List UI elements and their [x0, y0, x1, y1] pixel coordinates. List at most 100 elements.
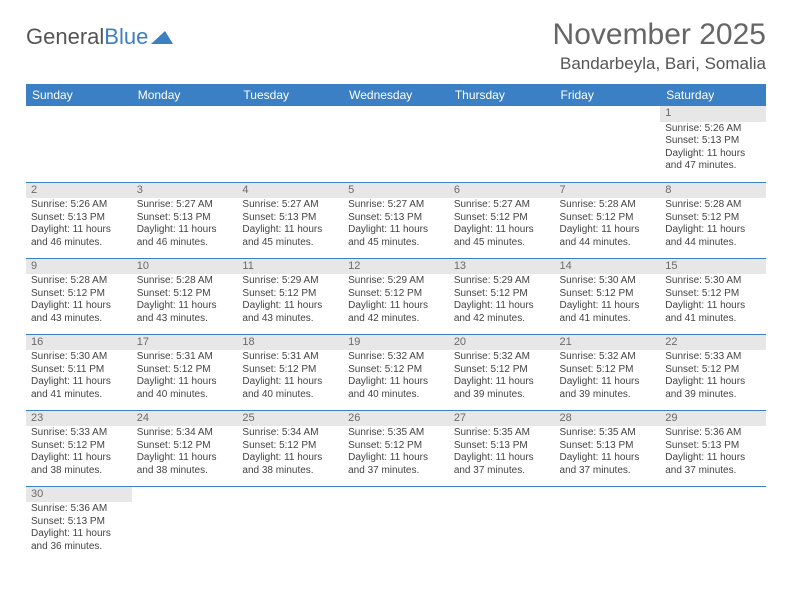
day-details: Sunrise: 5:28 AMSunset: 5:12 PMDaylight:…: [660, 198, 766, 252]
weekday-header: Thursday: [449, 84, 555, 106]
sunset-line: Sunset: 5:13 PM: [31, 212, 127, 225]
calendar-day-cell: 16Sunrise: 5:30 AMSunset: 5:11 PMDayligh…: [26, 334, 132, 410]
sunset-line: Sunset: 5:12 PM: [242, 288, 338, 301]
daylight-line: Daylight: 11 hours and 37 minutes.: [560, 452, 656, 477]
day-number: 30: [26, 487, 132, 503]
calendar-day-cell: [555, 486, 661, 562]
sunrise-line: Sunrise: 5:27 AM: [242, 199, 338, 212]
sunset-line: Sunset: 5:13 PM: [242, 212, 338, 225]
logo-text-blue: Blue: [104, 24, 148, 50]
calendar-day-cell: 22Sunrise: 5:33 AMSunset: 5:12 PMDayligh…: [660, 334, 766, 410]
sunset-line: Sunset: 5:12 PM: [560, 364, 656, 377]
calendar-day-cell: 11Sunrise: 5:29 AMSunset: 5:12 PMDayligh…: [237, 258, 343, 334]
day-number: 27: [449, 411, 555, 427]
sunset-line: Sunset: 5:12 PM: [665, 212, 761, 225]
calendar-day-cell: 30Sunrise: 5:36 AMSunset: 5:13 PMDayligh…: [26, 486, 132, 562]
sunset-line: Sunset: 5:11 PM: [31, 364, 127, 377]
day-details: Sunrise: 5:29 AMSunset: 5:12 PMDaylight:…: [449, 274, 555, 328]
sunrise-line: Sunrise: 5:28 AM: [665, 199, 761, 212]
calendar-day-cell: 21Sunrise: 5:32 AMSunset: 5:12 PMDayligh…: [555, 334, 661, 410]
weekday-header: Friday: [555, 84, 661, 106]
day-details: Sunrise: 5:30 AMSunset: 5:12 PMDaylight:…: [660, 274, 766, 328]
calendar-day-cell: 14Sunrise: 5:30 AMSunset: 5:12 PMDayligh…: [555, 258, 661, 334]
sunrise-line: Sunrise: 5:31 AM: [242, 351, 338, 364]
daylight-line: Daylight: 11 hours and 38 minutes.: [31, 452, 127, 477]
day-number: 1: [660, 106, 766, 122]
calendar-day-cell: 4Sunrise: 5:27 AMSunset: 5:13 PMDaylight…: [237, 182, 343, 258]
day-number: 20: [449, 335, 555, 351]
sunrise-line: Sunrise: 5:26 AM: [31, 199, 127, 212]
sunrise-line: Sunrise: 5:30 AM: [560, 275, 656, 288]
day-number: 18: [237, 335, 343, 351]
day-number: 22: [660, 335, 766, 351]
sunset-line: Sunset: 5:12 PM: [454, 212, 550, 225]
sunset-line: Sunset: 5:12 PM: [560, 212, 656, 225]
calendar-day-cell: 27Sunrise: 5:35 AMSunset: 5:13 PMDayligh…: [449, 410, 555, 486]
daylight-line: Daylight: 11 hours and 40 minutes.: [348, 376, 444, 401]
calendar-day-cell: [449, 486, 555, 562]
day-number: 10: [132, 259, 238, 275]
day-details: Sunrise: 5:35 AMSunset: 5:13 PMDaylight:…: [555, 426, 661, 480]
sunrise-line: Sunrise: 5:34 AM: [242, 427, 338, 440]
calendar-day-cell: [26, 106, 132, 182]
sunrise-line: Sunrise: 5:33 AM: [665, 351, 761, 364]
calendar-day-cell: 1Sunrise: 5:26 AMSunset: 5:13 PMDaylight…: [660, 106, 766, 182]
day-number: 26: [343, 411, 449, 427]
logo-text-gray: General: [26, 24, 104, 50]
sunrise-line: Sunrise: 5:35 AM: [560, 427, 656, 440]
weekday-header: Sunday: [26, 84, 132, 106]
day-details: Sunrise: 5:30 AMSunset: 5:11 PMDaylight:…: [26, 350, 132, 404]
daylight-line: Daylight: 11 hours and 43 minutes.: [242, 300, 338, 325]
calendar-day-cell: 6Sunrise: 5:27 AMSunset: 5:12 PMDaylight…: [449, 182, 555, 258]
month-title: November 2025: [553, 18, 766, 52]
day-details: Sunrise: 5:32 AMSunset: 5:12 PMDaylight:…: [343, 350, 449, 404]
day-details: Sunrise: 5:30 AMSunset: 5:12 PMDaylight:…: [555, 274, 661, 328]
calendar-day-cell: [237, 486, 343, 562]
sunset-line: Sunset: 5:12 PM: [31, 288, 127, 301]
weekday-header: Tuesday: [237, 84, 343, 106]
calendar-day-cell: 8Sunrise: 5:28 AMSunset: 5:12 PMDaylight…: [660, 182, 766, 258]
day-number: 3: [132, 183, 238, 199]
sunset-line: Sunset: 5:13 PM: [348, 212, 444, 225]
calendar-day-cell: [132, 106, 238, 182]
day-number: 5: [343, 183, 449, 199]
day-details: Sunrise: 5:28 AMSunset: 5:12 PMDaylight:…: [132, 274, 238, 328]
page-header: GeneralBlue November 2025 Bandarbeyla, B…: [26, 18, 766, 74]
calendar-day-cell: 19Sunrise: 5:32 AMSunset: 5:12 PMDayligh…: [343, 334, 449, 410]
sunrise-line: Sunrise: 5:30 AM: [665, 275, 761, 288]
sunrise-line: Sunrise: 5:27 AM: [348, 199, 444, 212]
day-details: Sunrise: 5:26 AMSunset: 5:13 PMDaylight:…: [660, 122, 766, 176]
daylight-line: Daylight: 11 hours and 45 minutes.: [348, 224, 444, 249]
sunset-line: Sunset: 5:12 PM: [348, 288, 444, 301]
sunset-line: Sunset: 5:13 PM: [665, 135, 761, 148]
sunrise-line: Sunrise: 5:31 AM: [137, 351, 233, 364]
sunrise-line: Sunrise: 5:29 AM: [242, 275, 338, 288]
day-details: Sunrise: 5:27 AMSunset: 5:12 PMDaylight:…: [449, 198, 555, 252]
sunrise-line: Sunrise: 5:29 AM: [348, 275, 444, 288]
sunrise-line: Sunrise: 5:27 AM: [454, 199, 550, 212]
day-number: 8: [660, 183, 766, 199]
calendar-day-cell: 24Sunrise: 5:34 AMSunset: 5:12 PMDayligh…: [132, 410, 238, 486]
daylight-line: Daylight: 11 hours and 47 minutes.: [665, 148, 761, 173]
day-number: 23: [26, 411, 132, 427]
day-details: Sunrise: 5:27 AMSunset: 5:13 PMDaylight:…: [343, 198, 449, 252]
day-details: Sunrise: 5:33 AMSunset: 5:12 PMDaylight:…: [26, 426, 132, 480]
weekday-header: Wednesday: [343, 84, 449, 106]
sunset-line: Sunset: 5:12 PM: [242, 440, 338, 453]
daylight-line: Daylight: 11 hours and 44 minutes.: [665, 224, 761, 249]
sunset-line: Sunset: 5:12 PM: [454, 364, 550, 377]
sunset-line: Sunset: 5:12 PM: [31, 440, 127, 453]
calendar-day-cell: 18Sunrise: 5:31 AMSunset: 5:12 PMDayligh…: [237, 334, 343, 410]
day-details: Sunrise: 5:35 AMSunset: 5:13 PMDaylight:…: [449, 426, 555, 480]
day-details: Sunrise: 5:31 AMSunset: 5:12 PMDaylight:…: [237, 350, 343, 404]
daylight-line: Daylight: 11 hours and 39 minutes.: [454, 376, 550, 401]
sunset-line: Sunset: 5:13 PM: [454, 440, 550, 453]
calendar-day-cell: 5Sunrise: 5:27 AMSunset: 5:13 PMDaylight…: [343, 182, 449, 258]
calendar-day-cell: 13Sunrise: 5:29 AMSunset: 5:12 PMDayligh…: [449, 258, 555, 334]
sunset-line: Sunset: 5:12 PM: [242, 364, 338, 377]
daylight-line: Daylight: 11 hours and 37 minutes.: [348, 452, 444, 477]
calendar-week-row: 30Sunrise: 5:36 AMSunset: 5:13 PMDayligh…: [26, 486, 766, 562]
daylight-line: Daylight: 11 hours and 43 minutes.: [31, 300, 127, 325]
sunrise-line: Sunrise: 5:30 AM: [31, 351, 127, 364]
calendar-day-cell: [343, 106, 449, 182]
